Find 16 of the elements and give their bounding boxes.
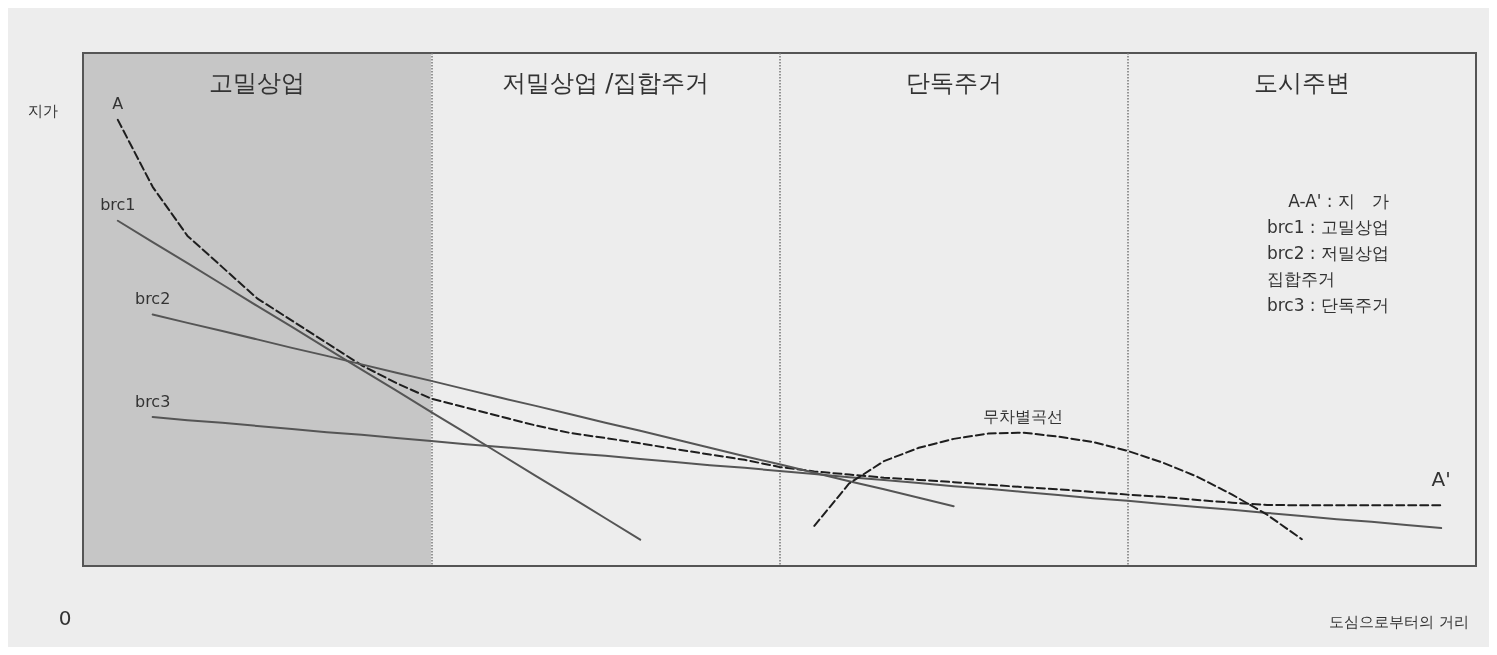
annotation: A-A' : 지 가 xyxy=(1288,191,1389,211)
text: 0 xyxy=(58,606,72,630)
series-label: brc1 xyxy=(100,195,136,215)
series-label: brc3 xyxy=(134,391,171,411)
annotation: brc3 : 단독주거 xyxy=(1266,295,1389,315)
text: 고밀상업 xyxy=(209,69,306,97)
series-label: 무차별곡선 xyxy=(983,407,1064,427)
annotation: A' xyxy=(1431,467,1451,492)
annotation: brc1 : 고밀상업 xyxy=(1266,217,1389,237)
text: 저밀상업 /집합주거 xyxy=(501,69,710,97)
x-axis-title: 도심으로부터의 거리 xyxy=(1329,612,1470,631)
text: 단독주거 xyxy=(905,69,1002,97)
series-label: brc2 xyxy=(134,288,171,308)
text: 도시주변 xyxy=(1253,69,1350,97)
y-axis-title: 지가 xyxy=(28,101,58,120)
series-label: A xyxy=(112,94,124,114)
